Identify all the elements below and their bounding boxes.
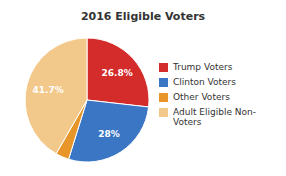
svg-text:28%: 28% [98, 129, 120, 139]
html-text:Trump Voters: Trump Voters [173, 62, 233, 72]
svg-text:26.8%: 26.8% [101, 68, 132, 78]
html-text:Voters: Voters [173, 117, 202, 127]
html-text:Adult Eligible Non-: Adult Eligible Non- [173, 107, 256, 117]
svg-text:41.7%: 41.7% [32, 85, 63, 95]
html-text:2016 Eligible Voters: 2016 Eligible Voters [80, 10, 206, 23]
html-text:Clinton Voters: Clinton Voters [173, 77, 236, 87]
html-text:Other Voters: Other Voters [173, 92, 230, 102]
